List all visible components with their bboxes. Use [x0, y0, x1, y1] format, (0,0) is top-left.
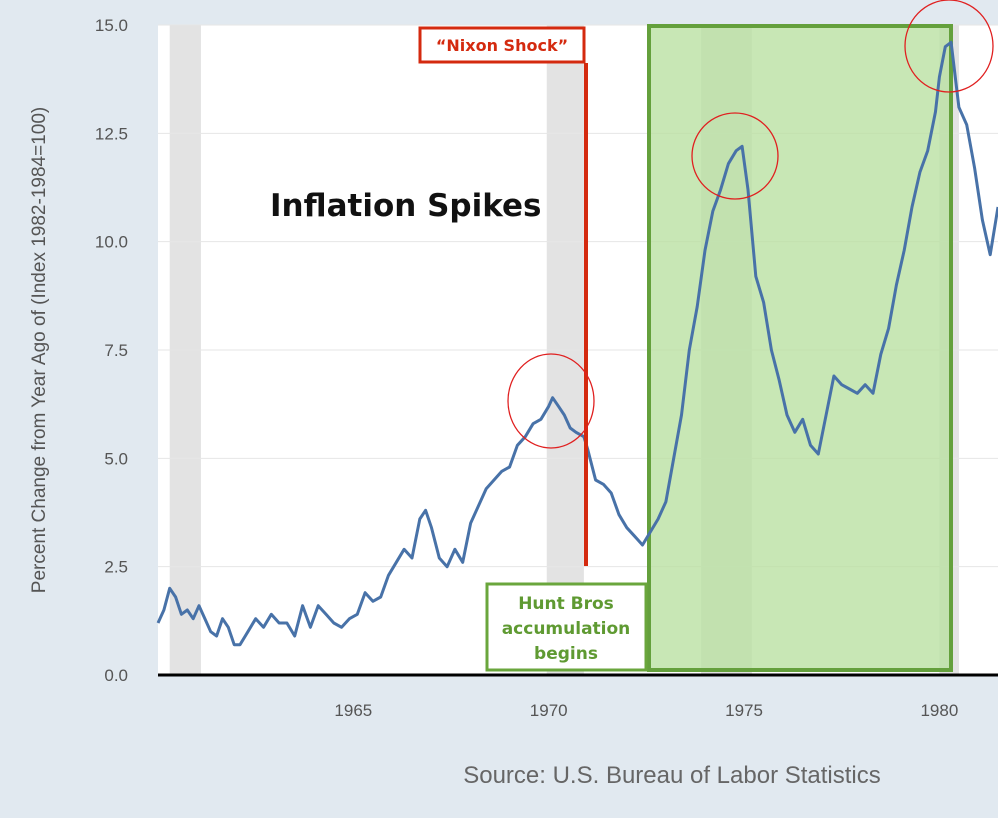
- peak-circle-1970: [507, 353, 595, 449]
- nixon-shock-box: [418, 26, 586, 64]
- hunt-bros-box: [485, 582, 648, 672]
- inflation-spikes-label: Inflation Spikes: [270, 188, 542, 224]
- peak-circle-1980: [904, 0, 994, 93]
- hunt-bros-label-line1: Hunt Bros: [518, 594, 614, 614]
- x-tick-label: 1980: [920, 701, 958, 720]
- nixon-shock-label: “Nixon Shock”: [436, 36, 568, 55]
- y-tick-labels: 0.0 2.5 5.0 7.5 10.0 12.5 15.0: [95, 16, 128, 685]
- x-tick-label: 1970: [530, 701, 568, 720]
- peak-circle-1975: [691, 112, 779, 200]
- hunt-bros-label-line2: accumulation: [502, 619, 631, 639]
- cpi-inflation-line: [156, 40, 998, 647]
- x-tick-labels: 1965 1970 1975 1980: [334, 701, 958, 720]
- y-tick-label: 15.0: [95, 16, 128, 35]
- x-tick-label: 1965: [334, 701, 372, 720]
- hunt-bros-highlight-region: [647, 24, 953, 672]
- y-tick-label: 10.0: [95, 233, 128, 252]
- x-tick-label: 1975: [725, 701, 763, 720]
- y-tick-label: 2.5: [104, 558, 128, 577]
- y-tick-label: 5.0: [104, 449, 128, 468]
- y-tick-label: 12.5: [95, 124, 128, 143]
- source-note: Source: U.S. Bureau of Labor Statistics: [463, 762, 881, 789]
- hunt-bros-label-line3: begins: [534, 644, 598, 664]
- y-tick-label: 0.0: [104, 666, 128, 685]
- y-tick-label: 7.5: [104, 341, 128, 360]
- y-axis-label: Percent Change from Year Ago of (Index 1…: [29, 107, 50, 593]
